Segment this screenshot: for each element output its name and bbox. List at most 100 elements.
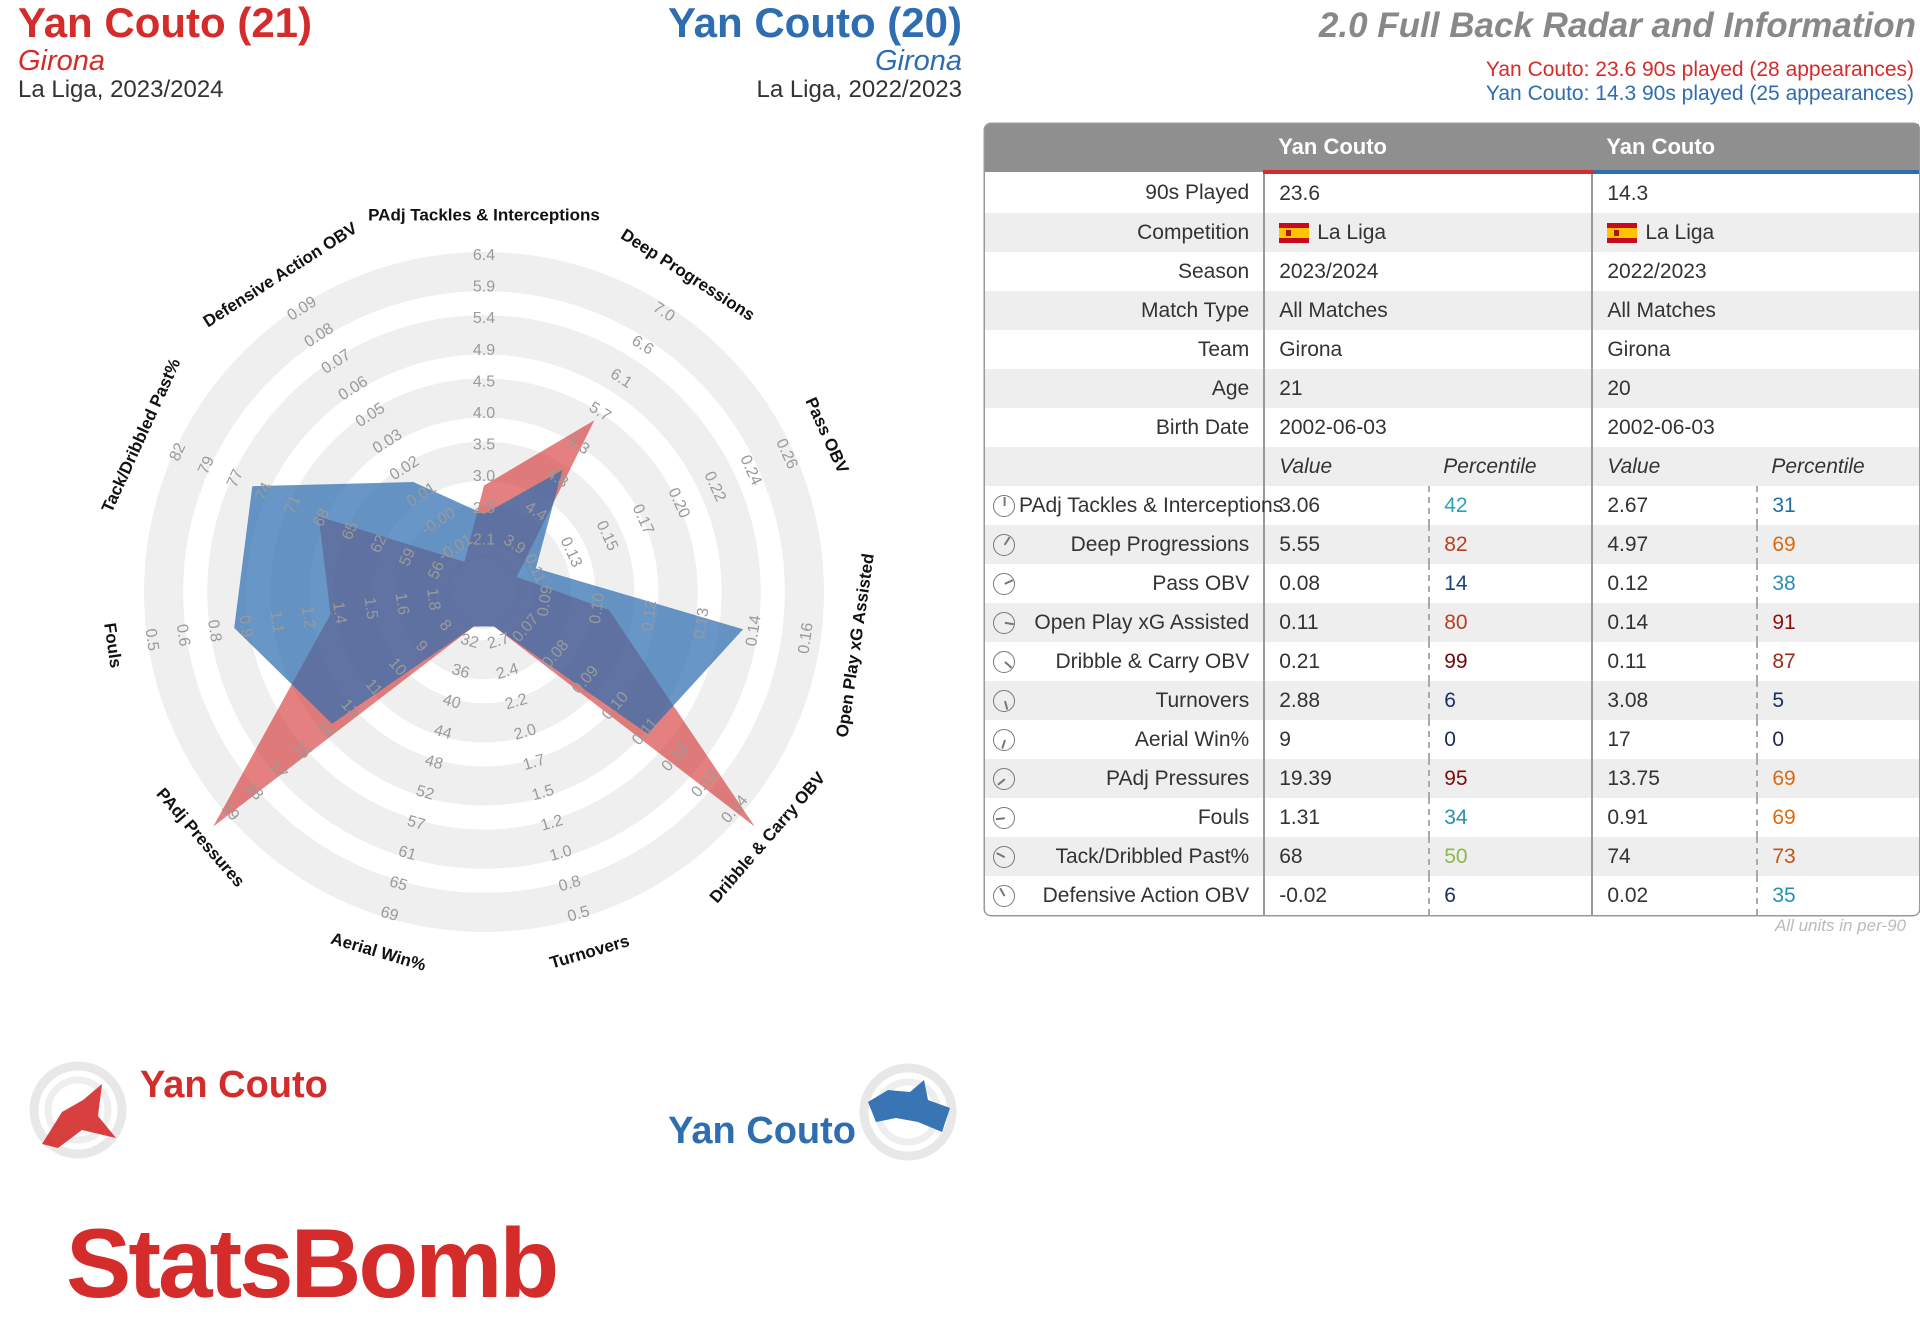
metric-percentile-player2: 73 bbox=[1757, 837, 1919, 876]
radar-tick-label: 1.8 bbox=[423, 587, 443, 612]
radar-tick-label: 0.8 bbox=[557, 873, 583, 896]
metric-row: Aerial Win% 9 0 17 0 bbox=[985, 720, 1919, 759]
radar-tick-label: 74 bbox=[253, 480, 276, 503]
metric-percentile-player2: 87 bbox=[1772, 649, 1796, 673]
legend-player1-name: Yan Couto bbox=[140, 1064, 328, 1106]
info-value-player2: 20 bbox=[1592, 369, 1919, 408]
info-label: Birth Date bbox=[985, 408, 1266, 447]
metric-value-player2: 0.02 bbox=[1592, 876, 1759, 915]
metric-percentile-player1: 99 bbox=[1429, 642, 1594, 681]
info-value-player1: Girona bbox=[1264, 330, 1594, 369]
radar-axis-label: Fouls bbox=[100, 622, 125, 670]
percentile-dial-icon bbox=[993, 728, 1015, 751]
percentile-dial-icon bbox=[993, 767, 1015, 790]
info-row: Team Girona Girona bbox=[985, 330, 1919, 369]
radar-axis-label: Pass OBV bbox=[801, 394, 852, 476]
percentile-dial-icon bbox=[993, 533, 1015, 556]
radar-tick-label: 5.9 bbox=[473, 279, 495, 296]
metric-row: PAdj Tackles & Interceptions 3.06 42 2.67 31 bbox=[985, 486, 1919, 525]
metric-header-row: Value Percentile Value Percentile bbox=[985, 447, 1919, 486]
metric-label: Aerial Win% bbox=[985, 720, 1266, 759]
radar-tick-label: 2.0 bbox=[512, 721, 538, 744]
radar-axis-label: PAdj Tackles & Interceptions bbox=[368, 205, 600, 224]
metric-percentile-player1: 80 bbox=[1429, 603, 1594, 642]
radar-tick-label: 48 bbox=[423, 752, 445, 773]
info-table: Yan Couto Yan Couto 90s Played 23.6 14.3 Co… bbox=[985, 124, 1919, 915]
radar-tick-label: 44 bbox=[432, 722, 454, 743]
metric-percentile-player1: 6 bbox=[1429, 876, 1594, 915]
player1-competition: La Liga, 2023/2024 bbox=[18, 76, 224, 103]
radar-axis-label: Open Play xG Assisted bbox=[833, 552, 878, 738]
metric-value-player1: 0.08 bbox=[1264, 564, 1431, 603]
spain-flag-icon bbox=[1607, 222, 1638, 243]
info-value-player2: Girona bbox=[1607, 337, 1671, 361]
info-value-player1: 2002-06-03 bbox=[1264, 408, 1594, 447]
metric-percentile-player1: 6 bbox=[1429, 681, 1594, 720]
radar-tick-label: 62 bbox=[368, 532, 391, 555]
radar-tick-label: 56 bbox=[425, 559, 448, 582]
radar-tick-label: 0.14 bbox=[743, 614, 764, 647]
metric-value-player1: 2.88 bbox=[1264, 681, 1431, 720]
info-value-player2: All Matches bbox=[1592, 291, 1919, 330]
metric-row: Dribble & Carry OBV 0.21 99 0.11 87 bbox=[985, 642, 1919, 681]
radar-tick-label: 1.4 bbox=[329, 601, 349, 626]
radar-tick-label: 5.4 bbox=[473, 310, 495, 327]
percentile-dial-icon bbox=[993, 845, 1015, 868]
statsbomb-logo: StatsBomb bbox=[66, 1208, 559, 1318]
metric-value-player2: 0.11 bbox=[1592, 642, 1759, 681]
legend-player1-icon bbox=[29, 1061, 127, 1159]
page-title: 2.0 Full Back Radar and Information bbox=[1318, 6, 1916, 45]
legend-player2-name: Yan Couto bbox=[668, 1110, 856, 1152]
metric-value-player1: 1.31 bbox=[1264, 798, 1431, 837]
metric-label-text: PAdj Tackles & Interceptions bbox=[1019, 493, 1284, 517]
info-label: Match Type bbox=[985, 291, 1266, 330]
metric-percentile-player2: 0 bbox=[1772, 727, 1785, 751]
radar-tick-label: 4.5 bbox=[473, 373, 495, 390]
metric-label: Defensive Action OBV bbox=[985, 876, 1266, 915]
metric-value-player2: 0.91 bbox=[1592, 798, 1759, 837]
percentile-dial-icon bbox=[993, 884, 1015, 907]
metric-row: PAdj Pressures 19.39 95 13.75 69 bbox=[985, 759, 1919, 798]
metric-percentile-player2: 5 bbox=[1757, 681, 1919, 720]
metric-row: Tack/Dribbled Past% 68 50 74 73 bbox=[985, 837, 1919, 876]
radar-tick-label: 1.7 bbox=[521, 751, 547, 774]
player2-played: Yan Couto: 14.3 90s played (25 appearanc… bbox=[1485, 82, 1914, 105]
metric-label-text: PAdj Pressures bbox=[1106, 766, 1250, 790]
info-value-player1: 23.6 bbox=[1264, 172, 1594, 213]
info-label: Competition bbox=[985, 213, 1266, 252]
metric-label: PAdj Tackles & Interceptions bbox=[985, 486, 1283, 525]
radar-tick-label: 2.2 bbox=[503, 691, 529, 714]
metric-label: Pass OBV bbox=[985, 564, 1266, 603]
radar-ring bbox=[207, 315, 761, 869]
metric-label: PAdj Pressures bbox=[985, 759, 1266, 798]
radar-tick-label: 68 bbox=[310, 506, 333, 529]
info-value-player1: La Liga bbox=[1264, 213, 1594, 252]
metric-label-text: Pass OBV bbox=[1152, 571, 1250, 595]
metric-header-blank bbox=[985, 447, 1266, 486]
metric-label-text: Tack/Dribbled Past% bbox=[1055, 844, 1250, 868]
metric-label: Dribble & Carry OBV bbox=[985, 642, 1266, 681]
player2-team: Girona bbox=[874, 45, 962, 77]
metric-percentile-player1: 0 bbox=[1429, 720, 1594, 759]
metric-percentile-player1: 95 bbox=[1429, 759, 1594, 798]
metric-percentile-player2: 31 bbox=[1772, 493, 1796, 517]
metric-percentile-player1: 14 bbox=[1429, 564, 1594, 603]
metric-label-text: Defensive Action OBV bbox=[1042, 883, 1250, 907]
info-row: Birth Date 2002-06-03 2002-06-03 bbox=[985, 408, 1919, 447]
info-row: 90s Played 23.6 14.3 bbox=[985, 172, 1919, 213]
radar-tick-label: 0.8 bbox=[204, 619, 224, 644]
metric-value-player2: 0.14 bbox=[1592, 603, 1759, 642]
metric-value-player2: 13.75 bbox=[1592, 759, 1759, 798]
header-blank bbox=[985, 124, 1265, 172]
radar-tick-label: 2.1 bbox=[473, 531, 495, 548]
radar-tick-label: 2.7 bbox=[485, 630, 511, 653]
radar-tick-label: 4.9 bbox=[473, 342, 495, 359]
percentile-dial-icon bbox=[993, 572, 1015, 595]
metric-percentile-player2: 69 bbox=[1757, 759, 1919, 798]
spain-flag-icon bbox=[1279, 222, 1310, 243]
metric-percentile-player2: 38 bbox=[1772, 571, 1796, 595]
radar-tick-label: 0.10 bbox=[587, 592, 608, 625]
metric-row: Pass OBV 0.08 14 0.12 38 bbox=[985, 564, 1919, 603]
radar-polygons bbox=[213, 420, 755, 827]
metric-value-player2: 74 bbox=[1592, 837, 1759, 876]
